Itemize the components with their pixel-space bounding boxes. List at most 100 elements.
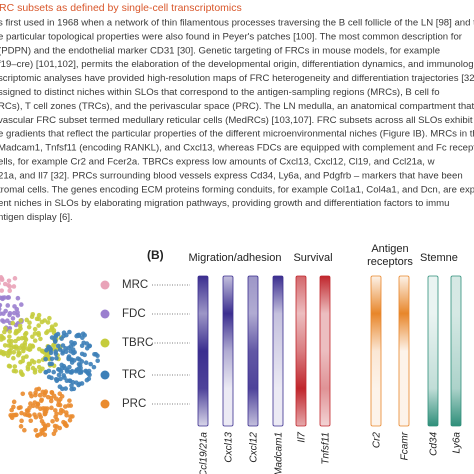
cell — [64, 369, 70, 374]
cell — [6, 278, 12, 284]
cell — [2, 343, 8, 348]
cell — [77, 381, 83, 387]
gene-label: Ly6a — [452, 432, 463, 454]
cell — [71, 350, 76, 356]
cell — [53, 322, 58, 327]
cell — [36, 358, 42, 364]
cell — [43, 406, 48, 411]
cell — [19, 343, 25, 348]
cell — [12, 276, 18, 281]
cell — [43, 370, 49, 375]
gene-label: Tnfsf11 — [321, 432, 332, 465]
cell — [54, 355, 59, 361]
cell — [20, 391, 26, 397]
cell — [0, 275, 4, 280]
cell — [11, 355, 16, 361]
cell — [0, 350, 6, 355]
cell — [49, 335, 55, 340]
cell — [20, 358, 26, 364]
subset-label: PRC — [122, 398, 146, 410]
cell — [64, 332, 69, 338]
cell — [29, 358, 35, 364]
cell — [12, 304, 17, 309]
cell — [51, 369, 57, 375]
cell — [56, 399, 62, 404]
cell — [69, 368, 75, 374]
cell — [43, 356, 48, 362]
cell — [53, 376, 59, 382]
gene-label: Fcamr — [400, 431, 411, 460]
body-line: e gradients that reflect the particular … — [0, 129, 474, 140]
cell — [39, 418, 45, 424]
cell — [81, 340, 87, 346]
cell — [19, 410, 24, 416]
cell — [74, 333, 79, 339]
cell — [28, 418, 34, 424]
cell — [0, 303, 1, 308]
expression-bar — [222, 275, 234, 427]
cell — [7, 329, 13, 334]
cell — [49, 326, 55, 331]
cell — [50, 418, 55, 424]
cell — [87, 343, 93, 349]
cell — [3, 308, 8, 314]
cell — [11, 349, 17, 355]
cell — [70, 347, 76, 352]
cell — [5, 303, 11, 308]
cell — [37, 412, 42, 417]
cell — [95, 358, 100, 363]
cell — [59, 336, 64, 341]
cell — [55, 331, 61, 337]
cell — [82, 332, 87, 338]
cell — [30, 344, 36, 349]
cell — [7, 310, 13, 316]
cell — [40, 389, 46, 395]
cell — [49, 356, 55, 362]
gene-label: Cd34 — [429, 432, 440, 456]
cell — [0, 281, 1, 286]
cell — [11, 310, 17, 316]
cell — [82, 352, 87, 358]
cell — [62, 420, 68, 426]
cell — [91, 364, 97, 370]
cell — [1, 319, 7, 324]
cell — [61, 373, 66, 378]
cell — [36, 330, 41, 336]
cell — [67, 398, 72, 403]
group-label: Survival — [293, 252, 332, 264]
cell — [33, 428, 39, 433]
group-label: Antigen — [371, 243, 408, 255]
cell — [11, 368, 17, 374]
body-line: ssigned to distinct niches within SLOs t… — [0, 87, 440, 98]
body-line: vascular FRC subset termed medullary ret… — [0, 115, 473, 126]
cell — [63, 386, 68, 391]
cell — [18, 318, 24, 323]
cell — [14, 346, 19, 351]
cell — [53, 349, 58, 354]
cell — [5, 295, 11, 300]
cell — [71, 386, 77, 392]
gene-label: Il7 — [297, 432, 308, 443]
expression-bar — [247, 275, 259, 427]
cell — [7, 364, 13, 369]
cell — [18, 424, 24, 429]
cell — [26, 361, 32, 367]
subset-label: FDC — [122, 308, 146, 320]
cell — [9, 415, 15, 421]
cell — [67, 417, 73, 423]
cell — [73, 368, 79, 374]
cell — [16, 336, 21, 342]
expression-bar — [272, 275, 284, 427]
cell — [95, 353, 100, 359]
subset-label: TRC — [122, 369, 146, 381]
cell — [25, 408, 31, 414]
cell — [32, 331, 38, 336]
cell — [16, 352, 21, 358]
cell — [49, 405, 54, 411]
cell — [25, 346, 30, 351]
cell — [2, 326, 8, 331]
body-line: Madcam1, Tnfsf11 (encoding RANKL), and C… — [0, 143, 474, 154]
expression-bar — [197, 275, 209, 427]
gene-label: Cxcl13 — [224, 432, 235, 463]
cell — [76, 361, 82, 367]
